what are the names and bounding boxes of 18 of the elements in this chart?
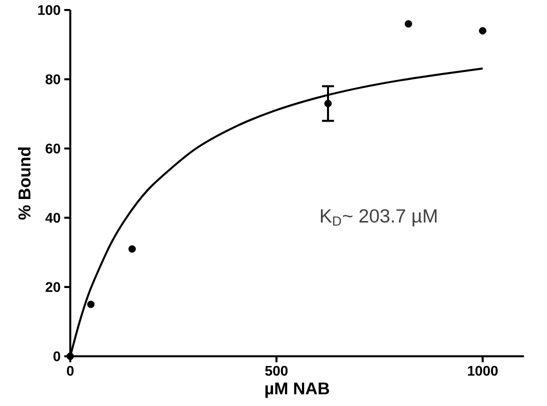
- point: [324, 100, 332, 107]
- y-tick-label: 60: [46, 143, 60, 154]
- annotation: K$_{D}$~ 203.7 µM: [320, 208, 437, 226]
- y-tick-label: 80: [46, 74, 60, 84]
- point: [87, 300, 95, 308]
- point: [128, 245, 136, 252]
- point: [478, 26, 486, 34]
- y-axis-title: % Bound: [18, 147, 31, 220]
- y-tick-label: 20: [46, 282, 60, 292]
- x-tick-label: 500: [265, 366, 288, 376]
- y-tick-label: 40: [45, 212, 60, 223]
- x-tick-label: 1000: [468, 366, 498, 376]
- y-tick-label: 100: [38, 4, 60, 15]
- point: [404, 20, 412, 28]
- x-axis-title: µM NAB: [265, 382, 330, 398]
- point: [66, 352, 74, 360]
- y-tick-label: 0: [53, 351, 60, 362]
- x-tick-label: 0: [66, 366, 74, 376]
